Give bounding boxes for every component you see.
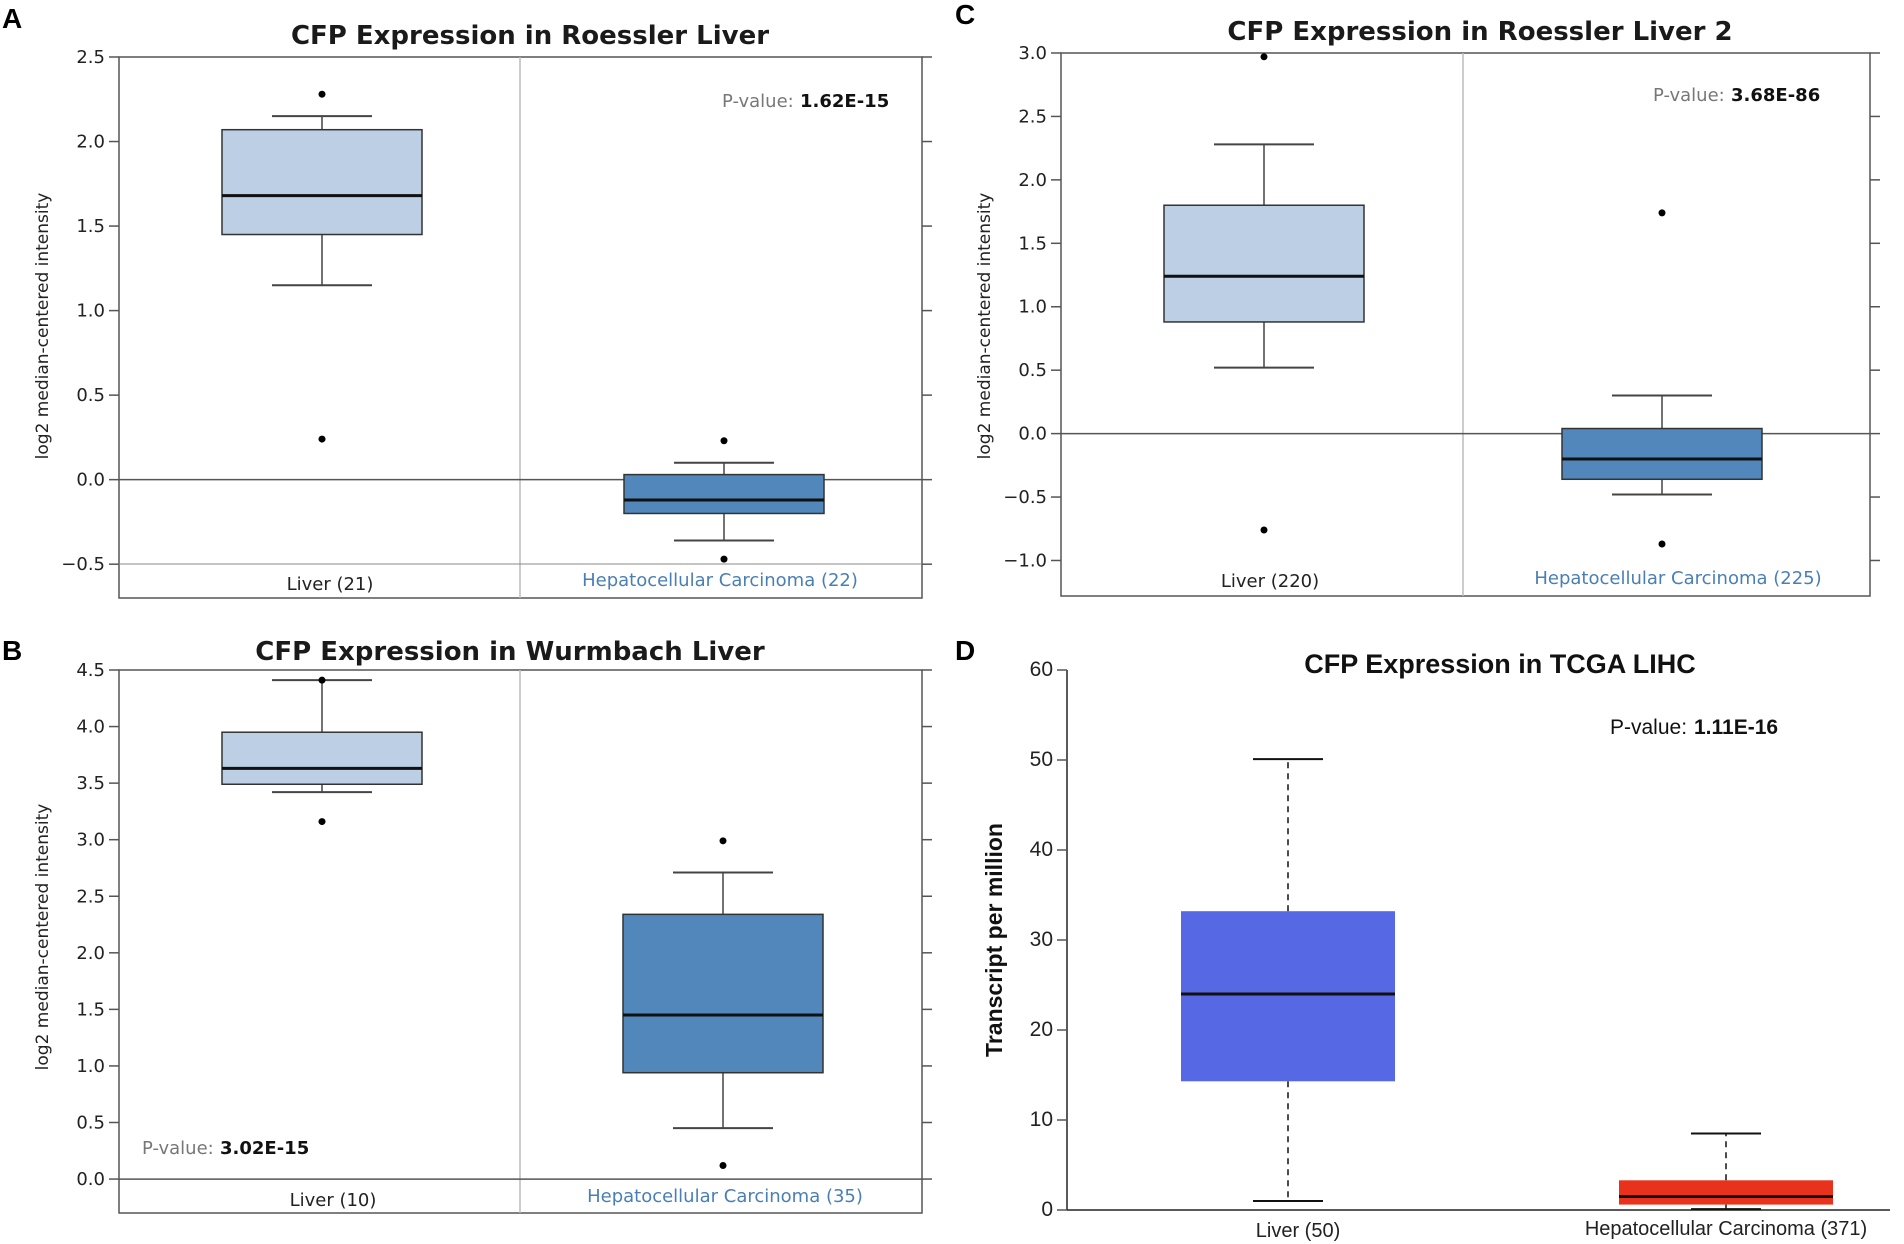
pvalue-value: 1.11E-16 <box>1694 716 1778 739</box>
y-tick-label: 4.0 <box>76 717 105 738</box>
y-axis-label: log2 median-centered intensity <box>33 193 53 460</box>
y-tick-label: 3.0 <box>1018 43 1047 64</box>
panel-b: B CFP Expression in Wurmbach Liver log2 … <box>2 635 932 1214</box>
y-tick-label: 1.5 <box>1018 233 1047 254</box>
pvalue-label: P-value: <box>1653 85 1725 106</box>
chart-title: CFP Expression in Wurmbach Liver <box>255 637 765 667</box>
panel-letter: C <box>955 0 975 30</box>
y-tick-label: 20 <box>1030 1018 1053 1041</box>
box <box>221 731 423 786</box>
y-tick-label: 3.5 <box>76 773 105 794</box>
pvalue-label: P-value: <box>142 1138 214 1159</box>
outlier-point <box>719 1161 727 1169</box>
category-label-liver: Liver (220) <box>1221 571 1319 592</box>
category-label-liver: Liver (10) <box>290 1190 377 1211</box>
chart-title: CFP Expression in TCGA LIHC <box>1304 649 1696 679</box>
y-axis-label: Transcript per million <box>981 823 1007 1057</box>
y-tick-label: 0.5 <box>76 1113 105 1134</box>
y-tick-label: 2.0 <box>76 132 105 153</box>
panel-letter: B <box>2 635 22 666</box>
plot-frame <box>1060 52 1871 597</box>
pvalue-value: 3.68E-86 <box>1731 85 1820 106</box>
outlier-point <box>1658 540 1666 548</box>
pvalue-label: P-value: <box>1610 716 1687 739</box>
y-tick-label: 0.0 <box>1018 424 1047 445</box>
box <box>1561 427 1763 481</box>
y-axis-label: log2 median-centered intensity <box>975 193 995 460</box>
box <box>221 128 423 236</box>
y-tick-label: 0.5 <box>1018 360 1047 381</box>
y-tick-label: −0.5 <box>61 554 105 575</box>
y-tick-label: 3.0 <box>76 830 105 851</box>
y-tick-label: 50 <box>1030 748 1053 771</box>
box-plots <box>1181 758 1833 1211</box>
y-ticks: 4.5 4.0 3.5 3.0 2.5 2.0 1.5 1.0 0.5 0.0 <box>76 660 932 1190</box>
category-label-hcc: Hepatocellular Carcinoma (22) <box>582 570 858 591</box>
outlier-point <box>318 818 326 826</box>
y-tick-label: 1.5 <box>76 999 105 1020</box>
box-plots <box>1163 53 1763 548</box>
y-tick-label: 2.5 <box>76 47 105 68</box>
outlier-point <box>719 837 727 845</box>
y-ticks: 3.0 2.5 2.0 1.5 1.0 0.5 0.0 −0.5 −1.0 <box>1003 43 1880 571</box>
y-tick-label: 1.5 <box>76 216 105 237</box>
pvalue-value: 3.02E-15 <box>220 1138 309 1159</box>
y-tick-label: 2.5 <box>76 886 105 907</box>
category-label-liver: Liver (21) <box>287 574 374 595</box>
outlier-point <box>720 555 728 563</box>
box-plots <box>221 676 824 1169</box>
panel-letter: A <box>2 3 22 34</box>
box <box>1163 204 1365 323</box>
y-tick-label: 1.0 <box>1018 297 1047 318</box>
y-tick-label: 60 <box>1030 658 1053 681</box>
box <box>622 913 824 1074</box>
chart-title: CFP Expression in Roessler Liver 2 <box>1227 17 1732 47</box>
outlier-point <box>318 435 326 443</box>
outlier-point <box>318 90 326 98</box>
chart-title: CFP Expression in Roessler Liver <box>291 21 769 51</box>
panel-a: A CFP Expression in Roessler Liver log2 … <box>2 3 932 599</box>
pvalue-value: 1.62E-15 <box>800 91 889 112</box>
y-ticks: 60 50 40 30 20 10 0 <box>1030 658 1067 1221</box>
pvalue-label: P-value: <box>722 91 794 112</box>
y-tick-label: 2.5 <box>1018 106 1047 127</box>
outlier-point <box>318 676 326 684</box>
category-label-liver: Liver (50) <box>1256 1220 1340 1242</box>
y-tick-label: 2.0 <box>76 943 105 964</box>
y-tick-label: 1.0 <box>76 1056 105 1077</box>
category-label-hcc: Hepatocellular Carcinoma (225) <box>1534 568 1821 589</box>
y-tick-label: −1.0 <box>1003 550 1047 571</box>
outlier-point <box>720 437 728 445</box>
box-plots <box>221 90 825 563</box>
outlier-point <box>1260 526 1268 534</box>
y-tick-label: 10 <box>1030 1108 1053 1131</box>
box <box>623 473 825 515</box>
y-tick-label: 1.0 <box>76 301 105 322</box>
panel-d: D CFP Expression in TCGA LIHC Transcript… <box>955 635 1890 1242</box>
outlier-point <box>1260 53 1268 61</box>
y-tick-label: 4.5 <box>76 660 105 681</box>
y-tick-label: 30 <box>1030 928 1053 951</box>
y-tick-label: 2.0 <box>1018 170 1047 191</box>
y-tick-label: 0.0 <box>76 470 105 491</box>
outlier-point <box>1658 209 1666 217</box>
y-tick-label: 0 <box>1041 1198 1053 1221</box>
box <box>1181 911 1395 1082</box>
panel-letter: D <box>955 635 975 666</box>
box <box>1619 1180 1833 1205</box>
category-label-hcc: Hepatocellular Carcinoma (35) <box>587 1186 863 1207</box>
y-tick-label: −0.5 <box>1003 487 1047 508</box>
y-ticks: 2.5 2.0 1.5 1.0 0.5 0.0 −0.5 <box>61 47 932 575</box>
y-axis-label: log2 median-centered intensity <box>33 804 53 1071</box>
category-label-hcc: Hepatocellular Carcinoma (371) <box>1585 1218 1867 1240</box>
y-tick-label: 40 <box>1030 838 1053 861</box>
panel-c: C CFP Expression in Roessler Liver 2 log… <box>955 0 1880 597</box>
y-tick-label: 0.5 <box>76 385 105 406</box>
y-tick-label: 0.0 <box>76 1169 105 1190</box>
